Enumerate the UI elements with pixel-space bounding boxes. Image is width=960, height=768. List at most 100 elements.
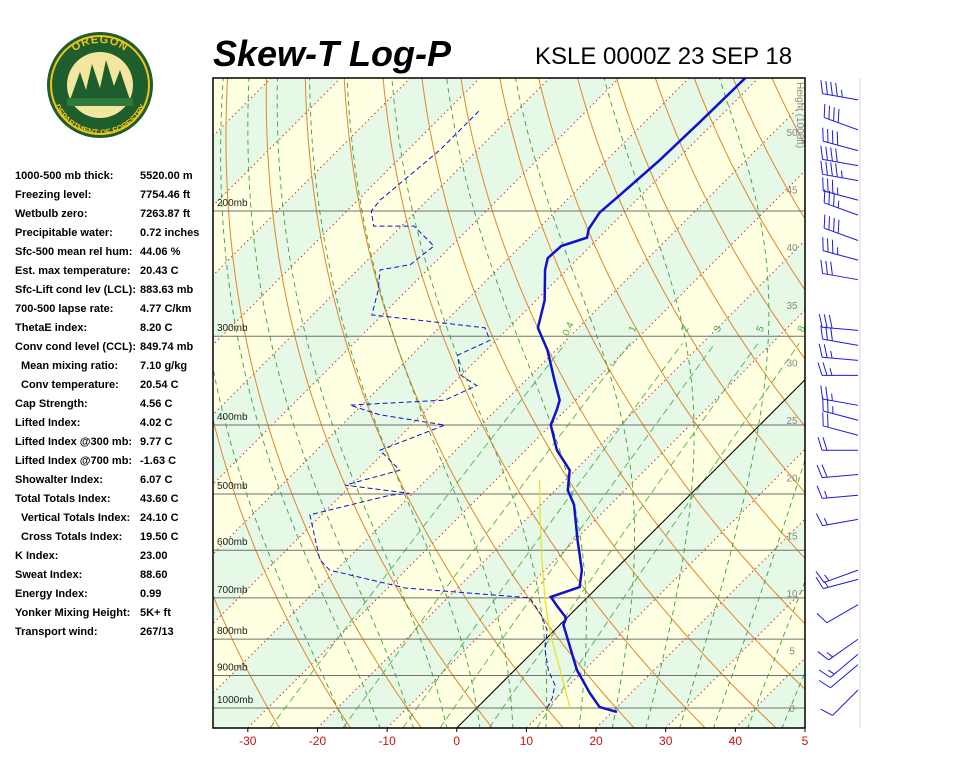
mixing-ratio-label: 2	[679, 324, 692, 334]
height-tick-label: 40	[786, 243, 798, 254]
index-value: -1.63 C	[140, 455, 176, 467]
wind-barb-shape	[816, 485, 859, 499]
index-label: Lifted Index @300 mb:	[15, 436, 132, 448]
index-value: 849.74 mb	[140, 341, 193, 353]
index-value: 267/13	[140, 626, 174, 638]
isotherm	[665, 587, 805, 728]
wind-barb-shape	[822, 397, 859, 421]
index-value: 20.54 C	[140, 379, 179, 391]
wind-barb	[816, 464, 859, 479]
height-tick-label: 35	[786, 301, 798, 312]
pressure-label: 300mb	[217, 323, 248, 334]
wind-barb	[820, 145, 859, 167]
wind-barb	[820, 80, 859, 101]
index-value: 0.72 inches	[140, 227, 199, 239]
wind-barb	[817, 362, 858, 376]
height-tick-label: 50	[786, 128, 798, 139]
wind-barb-shape	[823, 189, 859, 216]
wind-barb-shape	[820, 385, 859, 406]
wind-barb	[822, 412, 859, 436]
wind-barb-shape	[816, 464, 859, 479]
pressure-label: 600mb	[217, 537, 248, 548]
isotherm	[317, 239, 805, 728]
wind-barb	[816, 485, 859, 499]
pressure-label: 900mb	[217, 662, 248, 673]
isotherm	[213, 78, 411, 277]
wind-barb-shape	[820, 80, 859, 101]
wind-barb-shape	[818, 653, 859, 678]
pressure-label: 200mb	[217, 198, 248, 209]
moist-adiabat	[220, 78, 381, 728]
index-value: 9.77 C	[140, 436, 172, 448]
index-label: 1000-500 mb thick:	[15, 170, 113, 182]
index-label: Transport wind:	[15, 626, 98, 638]
index-label: Yonker Mixing Height:	[15, 607, 130, 619]
isotherm	[213, 78, 620, 485]
plot-area: 0.4 1 2 3 5 8	[213, 78, 805, 728]
index-value: 23.00	[140, 550, 168, 562]
index-label: Showalter Index:	[15, 474, 103, 486]
pressure-label: 700mb	[217, 585, 248, 596]
chart-subtitle: KSLE 0000Z 23 SEP 18	[535, 43, 792, 70]
index-label: Conv cond level (CCL):	[15, 341, 136, 353]
wind-barb	[817, 437, 858, 451]
temperature-band	[247, 170, 805, 728]
isotherm	[213, 78, 342, 207]
mixing-ratio-label: 0.4	[561, 320, 577, 338]
mixing-ratio-label: 1	[627, 324, 640, 334]
height-tick-label: 15	[786, 531, 798, 542]
dry-adiabat	[615, 78, 805, 428]
height-tick-label: 5	[789, 647, 795, 658]
index-value: 19.50 C	[140, 531, 179, 543]
isotherm	[213, 100, 805, 694]
index-label: Wetbulb zero:	[15, 208, 88, 220]
dry-adiabat	[343, 78, 635, 728]
dry-adiabat	[213, 594, 280, 728]
moist-adiabat	[679, 78, 770, 728]
wind-barb-shape	[820, 689, 859, 716]
wind-barb	[820, 689, 859, 716]
wind-barb	[820, 385, 859, 406]
sounding-profile	[536, 78, 747, 714]
index-value: 4.56 C	[140, 398, 172, 410]
x-tick-label: 20	[589, 734, 603, 748]
x-tick-label: -10	[378, 734, 396, 748]
plot-overlay: 200mb 300mb 400mb 500mb 600mb 700mb 800mb 900mb…	[217, 82, 806, 732]
wind-barb-shape	[820, 259, 859, 281]
index-label: 700-500 lapse rate:	[15, 303, 113, 315]
temperature-band	[213, 78, 805, 694]
wind-barb	[815, 513, 859, 527]
index-label: Cross Totals Index:	[21, 531, 122, 543]
wind-barb	[822, 237, 859, 261]
index-value: 43.60 C	[140, 493, 179, 505]
dry-adiabat	[577, 78, 805, 494]
wind-barb	[818, 653, 859, 678]
x-tick-label: -20	[309, 734, 327, 748]
height-tick-label: 25	[786, 416, 798, 427]
index-label: Precipitable water:	[15, 227, 113, 239]
dry-adiabat	[538, 78, 805, 560]
pressure-label: 500mb	[217, 481, 248, 492]
wind-barb	[816, 604, 859, 624]
moist-adiabat	[309, 78, 481, 728]
index-value: 4.77 C/km	[140, 303, 192, 315]
x-tick-label: 0	[453, 734, 460, 748]
wind-barb-shape	[823, 103, 859, 131]
wind-barb-shape	[818, 343, 859, 361]
index-label: Sweat Index:	[15, 569, 82, 581]
wind-barb	[820, 160, 859, 182]
index-label: Est. max temperature:	[15, 265, 131, 277]
dry-adiabat	[265, 78, 493, 728]
wind-barb	[818, 313, 859, 331]
index-label: Freezing level:	[15, 189, 91, 201]
wind-barb	[815, 569, 859, 583]
dry-adiabat	[654, 78, 805, 360]
wind-barb-shape	[818, 313, 859, 331]
index-value: 4.02 C	[140, 417, 172, 429]
index-label: Sfc-500 mean rel hum:	[15, 246, 132, 258]
wind-barb-shape	[822, 237, 859, 261]
index-value: 8.20 C	[140, 322, 172, 334]
isotherm	[213, 78, 759, 625]
